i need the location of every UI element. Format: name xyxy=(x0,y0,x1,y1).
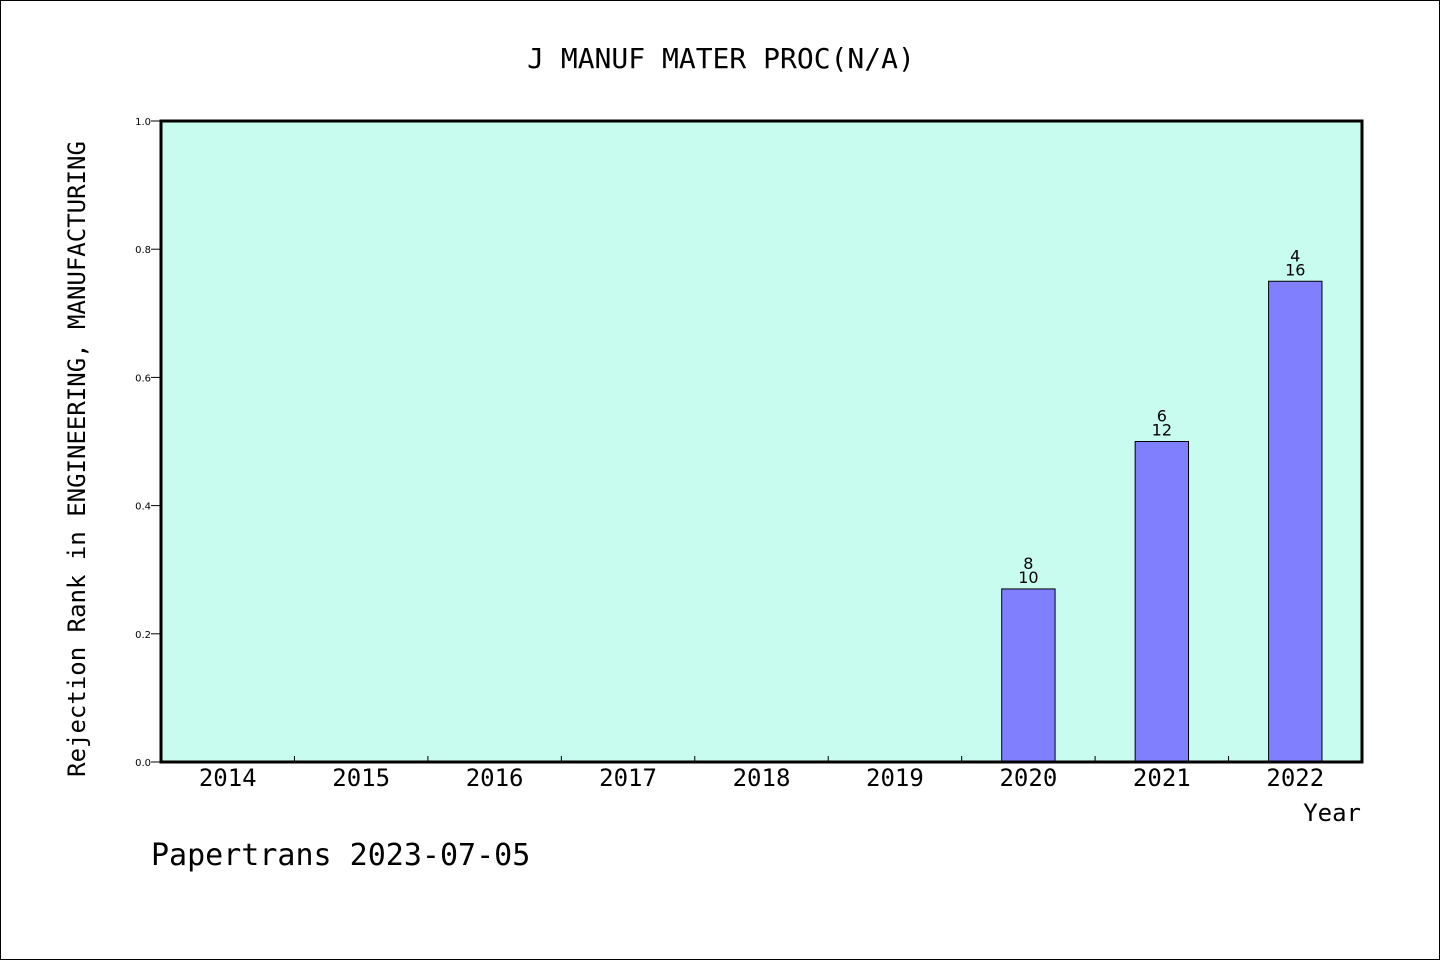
bar-label-bottom: 12 xyxy=(1152,421,1172,440)
bar-2021 xyxy=(1134,441,1190,763)
bar-label-top: 8 xyxy=(1023,554,1033,573)
y-axis-ticks: 0.0 0.2 0.4 0.6 0.8 1.0 xyxy=(135,117,161,769)
bar-label-top: 4 xyxy=(1290,246,1300,265)
bar-labels-layer: 810 612 416 xyxy=(1018,246,1305,587)
plot-frame xyxy=(159,119,1364,764)
x-tick-label: 2018 xyxy=(733,764,791,792)
y-tick-label: 0.2 xyxy=(135,630,151,641)
y-tick-label: 0.8 xyxy=(135,245,151,256)
bar-label-bottom: 10 xyxy=(1018,568,1038,587)
y-tick-label: 0.4 xyxy=(135,502,151,513)
x-axis-label: Year xyxy=(1303,799,1361,827)
x-tick-label: 2020 xyxy=(999,764,1057,792)
footer-credit: Papertrans 2023-07-05 xyxy=(151,838,530,873)
y-tick-label: 0.0 xyxy=(135,758,151,769)
y-tick-label: 1.0 xyxy=(135,117,151,128)
y-axis-label: Rejection Rank in ENGINEERING, MANUFACTU… xyxy=(63,141,91,777)
chart-title: J MANUF MATER PROC(N/A) xyxy=(527,42,915,75)
x-axis-ticks: 2014 2015 2016 2017 2018 2019 2020 2021 2022 xyxy=(199,756,1324,792)
x-tick-label: 2017 xyxy=(599,764,657,792)
y-tick-label: 0.6 xyxy=(135,373,151,384)
x-tick-label: 2015 xyxy=(332,764,390,792)
x-tick-label: 2022 xyxy=(1266,764,1324,792)
bar-2020 xyxy=(1001,588,1056,763)
bar-label-top: 6 xyxy=(1157,407,1167,426)
x-tick-label: 2014 xyxy=(199,764,257,792)
x-tick-label: 2016 xyxy=(466,764,524,792)
x-tick-label: 2019 xyxy=(866,764,924,792)
bar-2022 xyxy=(1268,280,1323,763)
bar-label-bottom: 16 xyxy=(1285,260,1305,279)
x-tick-label: 2021 xyxy=(1133,764,1191,792)
bars-layer xyxy=(1001,280,1323,763)
